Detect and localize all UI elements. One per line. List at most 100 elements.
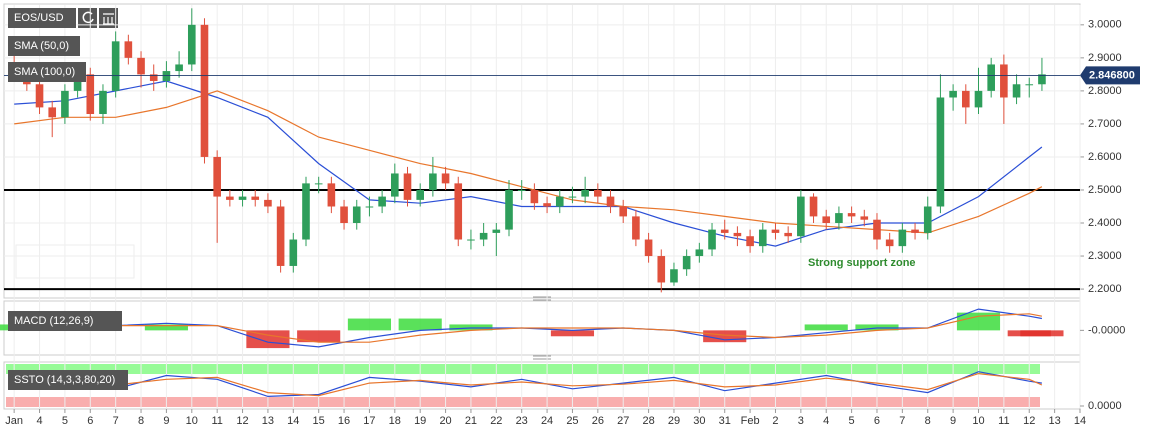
candle-body — [162, 71, 171, 81]
candle-body — [327, 183, 336, 207]
y-tick-label: 2.9000 — [1088, 52, 1122, 64]
x-tick-label: 16 — [338, 415, 350, 427]
candle-body — [670, 269, 678, 283]
candle-body — [606, 196, 615, 207]
candle-body — [644, 239, 653, 257]
candle-body — [137, 57, 145, 75]
candle-body — [213, 156, 221, 197]
x-tick-label: 15 — [313, 415, 325, 427]
y-tick-label: 2.3000 — [1088, 250, 1122, 262]
histogram-bar — [398, 318, 442, 331]
y-tick-label: 2.6000 — [1088, 151, 1122, 163]
candle-body — [61, 90, 69, 118]
candle-body — [454, 183, 463, 240]
histogram-bar — [550, 330, 595, 337]
candle-body — [784, 232, 792, 237]
candle-body — [251, 196, 260, 200]
x-tick-label: 21 — [465, 415, 477, 427]
candle-body — [226, 196, 234, 200]
candle-body — [391, 173, 399, 197]
x-tick-label: Feb — [741, 415, 760, 427]
x-tick-label: 6 — [87, 415, 93, 427]
candle-body — [961, 90, 970, 108]
candle-body — [238, 196, 247, 200]
macd-line — [14, 308, 1043, 348]
legend-box — [8, 8, 76, 28]
y-tick-label: 2.8000 — [1088, 85, 1122, 97]
x-tick-label: 3 — [798, 415, 804, 427]
candle-body — [149, 74, 158, 81]
candle-body — [517, 189, 526, 191]
x-tick-label: 10 — [972, 415, 984, 427]
candle-body — [682, 256, 691, 270]
x-tick-label: 8 — [138, 415, 144, 427]
candle-body — [505, 189, 513, 230]
candle-body — [429, 173, 437, 190]
x-tick-label: 4 — [823, 415, 829, 427]
x-tick-label: 13 — [262, 415, 274, 427]
x-tick-label: 6 — [874, 415, 880, 427]
x-tick-label: 14 — [287, 415, 299, 427]
candle-body — [403, 173, 412, 200]
candle-body — [492, 229, 501, 233]
candle-body — [302, 183, 310, 240]
candle-body — [416, 189, 424, 200]
candle-body — [175, 64, 183, 72]
candle-body — [581, 189, 589, 197]
candle-body — [124, 41, 133, 58]
x-tick-label: 12 — [1023, 415, 1035, 427]
x-tick-label: 30 — [693, 415, 705, 427]
candle-body — [365, 206, 374, 208]
candle-body — [99, 90, 107, 115]
candle-body — [86, 74, 95, 115]
candle-body — [1000, 64, 1008, 98]
refresh-button[interactable] — [78, 8, 97, 28]
candle-body — [949, 90, 957, 98]
candle-body — [695, 249, 704, 257]
macd-line — [14, 313, 1043, 343]
legend-label: SMA (100,0) — [14, 66, 75, 78]
legend-box — [8, 370, 128, 390]
x-tick-label: 7 — [113, 415, 119, 427]
legend-label: SSTO (14,3,3,80,20) — [14, 374, 115, 386]
splitter — [533, 296, 551, 360]
histogram-bar — [1020, 330, 1064, 337]
candle-body — [987, 64, 995, 91]
candle-body — [111, 41, 120, 91]
y-tick-label: 0.0000 — [1088, 400, 1122, 412]
candle-body — [898, 229, 907, 247]
candle-body — [73, 74, 82, 91]
x-tick-label: 17 — [363, 415, 375, 427]
candle-body — [467, 239, 475, 241]
y-tick-label: 2.4000 — [1088, 217, 1122, 229]
oversold-band — [6, 397, 1040, 407]
candle-body — [885, 239, 894, 247]
x-tick-label: 29 — [668, 415, 680, 427]
x-tick-label: 13 — [1048, 415, 1060, 427]
x-tick-label: 5 — [849, 415, 855, 427]
x-tick-label: 31 — [719, 415, 731, 427]
x-tick-label: 19 — [414, 415, 426, 427]
x-tick-label: 9 — [163, 415, 169, 427]
legend-box — [8, 62, 86, 82]
legend-box — [8, 36, 80, 56]
candle-body — [771, 229, 780, 233]
candle-body — [352, 206, 361, 224]
y-tick-label: 2.2000 — [1088, 283, 1122, 295]
candle-body — [441, 173, 450, 184]
candle-body — [48, 107, 57, 118]
candle-body — [657, 256, 666, 283]
annotation: Strong support zone — [808, 257, 916, 269]
candle-body — [632, 216, 640, 240]
legend-label: MACD (12,26,9) — [14, 315, 93, 327]
x-tick-label: 18 — [389, 415, 401, 427]
candle-body — [340, 206, 348, 224]
histogram-bar — [956, 312, 1001, 331]
candle-body — [619, 206, 628, 217]
x-tick-label: 7 — [899, 415, 905, 427]
histogram-bar — [297, 330, 341, 343]
x-tick-label: 4 — [36, 415, 42, 427]
candle-body — [200, 24, 209, 157]
x-tick-label: 10 — [186, 415, 198, 427]
candle-body — [1038, 74, 1046, 85]
